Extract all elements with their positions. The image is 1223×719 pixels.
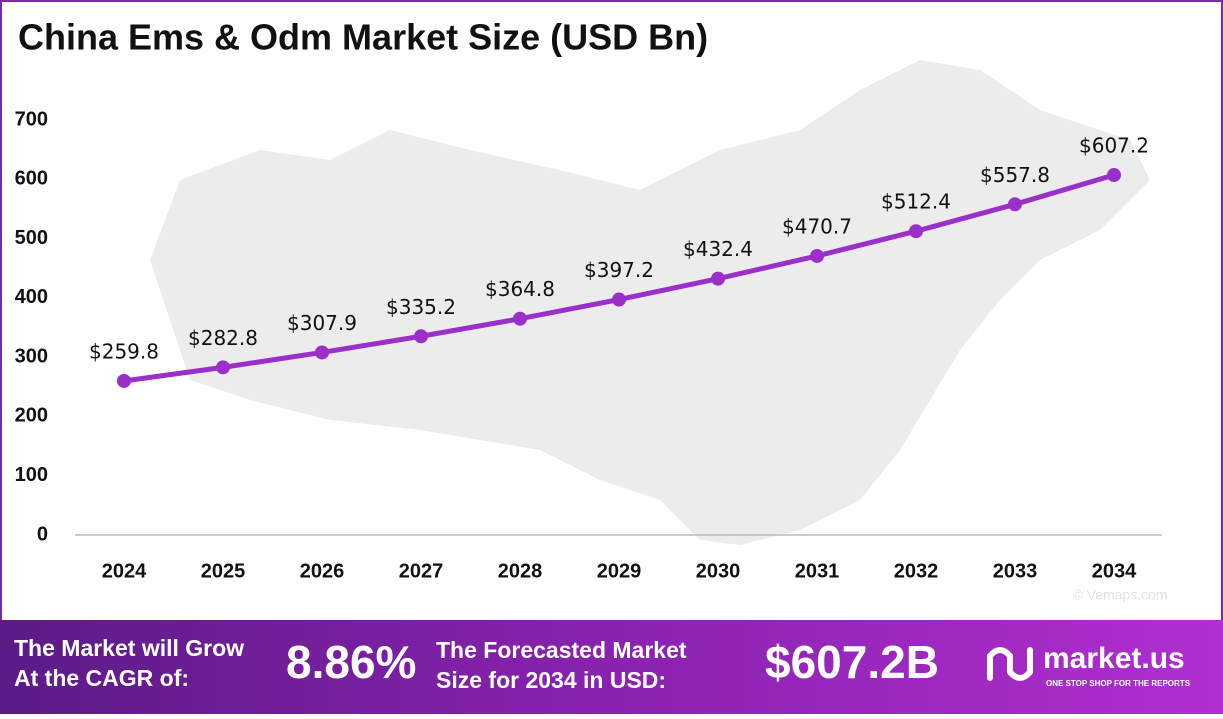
x-tick-label: 2027 (399, 560, 444, 582)
x-tick-label: 2024 (102, 560, 147, 582)
point (414, 329, 428, 344)
x-tick-label: 2026 (300, 560, 345, 582)
forecast-label: Size for 2034 in USD: (436, 667, 666, 693)
value-label: $364.8 (485, 277, 555, 301)
x-tick-label: 2029 (597, 560, 642, 582)
point (909, 224, 923, 239)
x-tick-label: 2032 (894, 560, 939, 582)
watermark: © Vemaps.com (1072, 587, 1167, 603)
value-label: $557.8 (980, 163, 1050, 187)
point (810, 248, 824, 263)
map-background (150, 60, 1150, 545)
x-tick-label: 2034 (1092, 560, 1137, 582)
brand-logo (987, 647, 1033, 681)
y-tick-label: 400 (15, 286, 48, 308)
y-tick-label: 300 (15, 345, 48, 367)
x-tick-label: 2028 (498, 560, 543, 582)
point (216, 360, 230, 375)
x-tick-label: 2033 (993, 560, 1038, 582)
value-label: $512.4 (881, 190, 951, 214)
y-tick-label: 600 (15, 168, 48, 190)
brand-tagline: ONE STOP SHOP FOR THE REPORTS (1046, 679, 1191, 688)
point (711, 271, 725, 286)
footer-band (0, 620, 1223, 714)
y-tick-label: 200 (15, 405, 48, 427)
forecast-value: $607.2B (765, 636, 939, 688)
point (612, 292, 626, 307)
point (1008, 197, 1022, 212)
value-label: $307.9 (287, 311, 357, 335)
y-tick-label: 700 (15, 108, 48, 130)
forecast-label: The Forecasted Market (436, 637, 687, 663)
value-label: $335.2 (386, 295, 456, 319)
y-tick-label: 0 (37, 523, 48, 545)
value-label: $397.2 (584, 258, 654, 282)
value-label: $607.2 (1079, 134, 1149, 158)
cagr-label: The Market will Grow (14, 635, 244, 661)
x-tick-label: 2025 (201, 560, 246, 582)
point (315, 345, 329, 360)
value-label: $282.8 (188, 326, 258, 350)
value-label: $259.8 (89, 339, 159, 363)
cagr-value: 8.86% (286, 636, 416, 688)
y-tick-label: 100 (15, 464, 48, 486)
cagr-label: At the CAGR of: (14, 665, 189, 691)
x-tick-label: 2031 (795, 560, 840, 582)
value-label: $432.4 (683, 237, 753, 261)
chart-title: China Ems & Odm Market Size (USD Bn) (18, 17, 708, 58)
point (513, 311, 527, 326)
point (1107, 168, 1121, 183)
brand-name: market.us (1043, 642, 1185, 675)
value-label: $470.7 (782, 214, 852, 238)
x-tick-label: 2030 (696, 560, 741, 582)
point (117, 373, 131, 388)
y-tick-label: 500 (15, 227, 48, 249)
